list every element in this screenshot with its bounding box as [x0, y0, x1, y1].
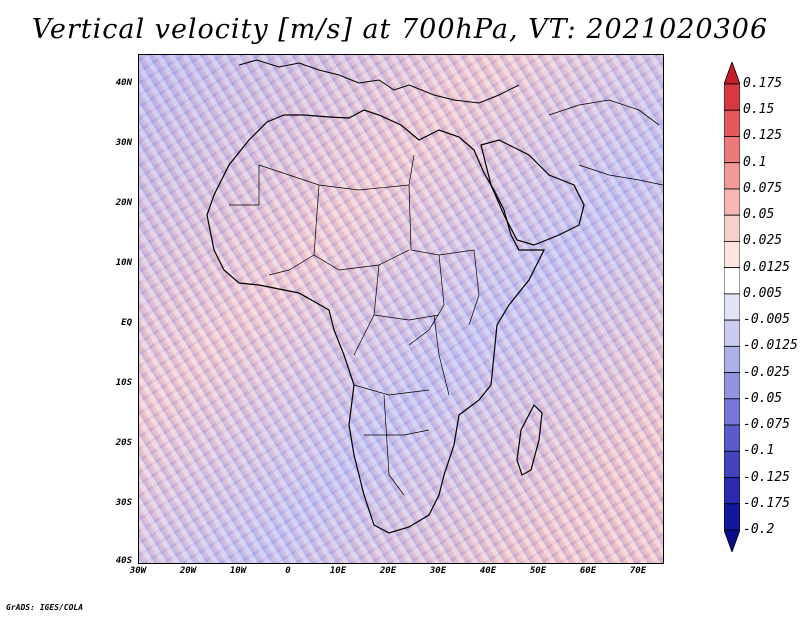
colorbar-box: [724, 398, 740, 426]
colorbar-label: -0.05: [743, 390, 783, 406]
lon-label-30w: 30W: [129, 566, 147, 576]
colorbar-box: [724, 83, 740, 111]
country-borders: [229, 154, 480, 496]
lon-label-20e: 20E: [379, 566, 397, 576]
colorbar-box: [724, 450, 740, 478]
iran-border: [548, 99, 663, 186]
colorbar-box: [724, 424, 740, 452]
europe-coastline: [238, 59, 520, 104]
lon-label-40e: 40E: [479, 566, 497, 576]
lon-label-50e: 50E: [529, 566, 547, 576]
colorbar-bottom-triangle: [724, 529, 740, 552]
colorbar-box: [724, 162, 740, 190]
colorbar-box: [724, 214, 740, 242]
lon-label-30e: 30E: [429, 566, 447, 576]
colorbar-box: [724, 136, 740, 164]
colorbar-box: [724, 267, 740, 295]
colorbar-box: [724, 293, 740, 321]
colorbar-label: -0.125: [743, 469, 790, 485]
colorbar-box: [724, 241, 740, 269]
madagascar-coastline: [516, 403, 543, 476]
colorbar-label: -0.075: [743, 417, 790, 433]
africa-outline-map: [206, 59, 663, 534]
lon-label-60e: 60E: [579, 566, 597, 576]
footer-credit: GrADS: IGES/COLA: [6, 603, 84, 612]
lon-label-0: 0: [285, 566, 291, 576]
colorbar-label: 0.025: [743, 233, 783, 249]
colorbar-label: -0.175: [743, 495, 790, 511]
colorbar-box: [724, 109, 740, 137]
lat-label-40s: 40S: [115, 556, 132, 566]
colorbar-label: 0.075: [743, 180, 783, 196]
lat-label-40n: 40N: [115, 78, 132, 88]
lat-label-10n: 10N: [115, 258, 132, 268]
colorbar-label: -0.2: [743, 522, 775, 537]
colorbar-label: 0.1: [743, 154, 767, 170]
colorbar-box: [724, 188, 740, 216]
colorbar-box: [724, 372, 740, 400]
lat-label-30s: 30S: [115, 498, 132, 508]
lat-label-eq: EQ: [121, 318, 132, 328]
colorbar-box: [724, 477, 740, 505]
lat-label-20s: 20S: [115, 438, 132, 448]
map-panel: [138, 54, 664, 564]
lat-label-30n: 30N: [115, 138, 132, 148]
colorbar-label: 0.05: [743, 207, 775, 223]
colorbar-label: -0.0125: [743, 338, 798, 354]
colorbar-label: 0.0125: [743, 259, 790, 275]
colorbar-label: 0.125: [743, 128, 783, 144]
arabia-coastline: [480, 139, 585, 246]
lon-label-10w: 10W: [229, 566, 247, 576]
lat-label-20n: 20N: [115, 198, 132, 208]
colorbar: [724, 62, 740, 552]
lon-label-70e: 70E: [629, 566, 647, 576]
colorbar-label: 0.175: [743, 76, 783, 91]
chart-title: Vertical velocity [m/s] at 700hPa, VT: 2…: [31, 14, 769, 45]
colorbar-top-triangle: [724, 62, 740, 85]
lon-label-20w: 20W: [179, 566, 197, 576]
colorbar-label: 0.005: [743, 285, 783, 301]
lon-label-10e: 10E: [329, 566, 347, 576]
colorbar-box: [724, 319, 740, 347]
colorbar-label: -0.025: [743, 364, 790, 380]
colorbar-label: 0.15: [743, 102, 775, 118]
colorbar-box: [724, 503, 740, 531]
africa-coastline: [206, 109, 545, 534]
colorbar-label: -0.1: [743, 443, 775, 459]
colorbar-box: [724, 345, 740, 373]
lat-label-10s: 10S: [115, 378, 132, 388]
colorbar-label: -0.005: [743, 312, 790, 328]
